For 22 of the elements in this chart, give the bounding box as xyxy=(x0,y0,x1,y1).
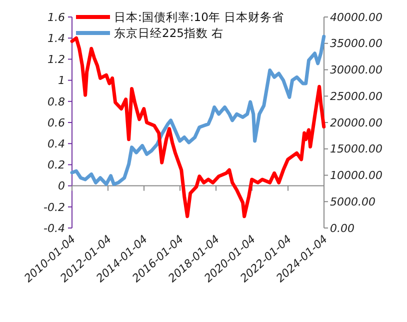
y-tick-label: 0.8 xyxy=(48,95,65,108)
y-tick-label: 1.6 xyxy=(48,10,65,24)
y2-tick-label: 0.00 xyxy=(330,222,354,235)
y2-tick-label: 20000.00 xyxy=(330,116,382,130)
y-tick-label: 0.4 xyxy=(48,137,65,150)
y2-tick-label: 35000.00 xyxy=(330,37,382,50)
y-tick-label: 0.2 xyxy=(48,158,65,172)
y2-tick-label: 40000.00 xyxy=(330,10,382,24)
y2-tick-label: 15000.00 xyxy=(330,142,382,156)
y-tick-label: 0 xyxy=(58,180,65,193)
legend-label: 东京日经225指数 右 xyxy=(114,26,224,40)
y-tick-label: 1.2 xyxy=(48,53,65,66)
y2-tick-label: 10000.00 xyxy=(330,169,382,182)
y-tick-label: -0.2 xyxy=(44,200,65,214)
y-tick-label: 0.6 xyxy=(48,116,65,130)
y2-tick-label: 25000.00 xyxy=(330,90,382,103)
legend-label: 日本:国债利率:10年 日本财务省 xyxy=(114,10,284,24)
y-tick-label: 1.4 xyxy=(48,32,65,45)
y2-tick-label: 5000.00 xyxy=(330,195,376,208)
y2-tick-label: 30000.00 xyxy=(330,64,382,77)
y-tick-label: -0.4 xyxy=(44,222,65,235)
y-tick-label: 1 xyxy=(58,74,65,88)
